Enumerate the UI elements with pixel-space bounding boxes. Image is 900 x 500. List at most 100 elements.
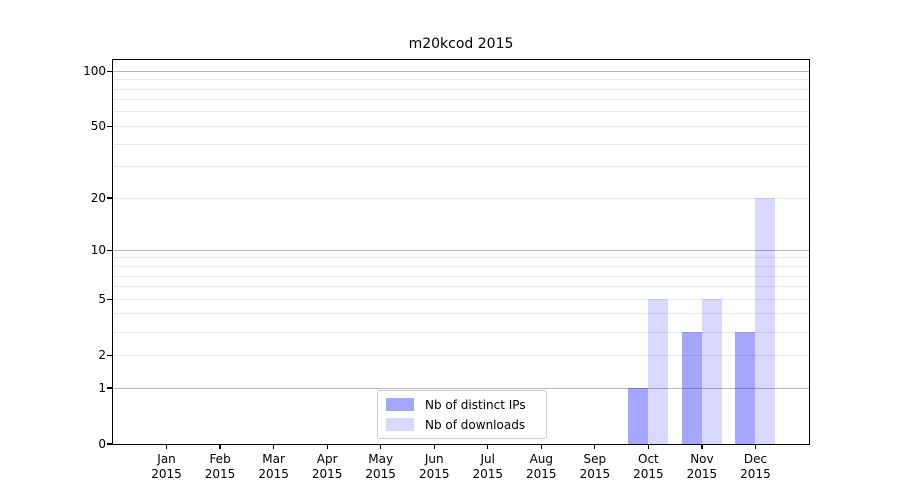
x-tick-label: Sep 2015 bbox=[555, 452, 635, 482]
y-tick-mark bbox=[107, 197, 113, 199]
x-tick-month: Oct bbox=[638, 452, 659, 466]
x-tick-label: Jan 2015 bbox=[127, 452, 207, 482]
x-tick-year: 2015 bbox=[311, 467, 343, 481]
x-tick-mark bbox=[433, 444, 435, 449]
x-tick-month: Aug bbox=[529, 452, 554, 466]
grid-layer bbox=[113, 60, 809, 444]
y-tick-mark bbox=[107, 125, 113, 127]
bar-distinct-ips bbox=[628, 388, 649, 444]
x-tick-year: 2015 bbox=[740, 467, 771, 481]
minor-gridline bbox=[113, 331, 809, 333]
minor-gridline bbox=[113, 257, 809, 259]
minor-gridline bbox=[113, 111, 809, 113]
bar-downloads bbox=[755, 198, 776, 444]
legend: Nb of distinct IPs Nb of downloads bbox=[377, 390, 547, 439]
y-tick-mark bbox=[107, 249, 113, 251]
x-tick-label: Oct 2015 bbox=[608, 452, 688, 482]
legend-label-distinct-ips: Nb of distinct IPs bbox=[425, 397, 526, 412]
minor-gridline bbox=[113, 275, 809, 277]
major-gridline bbox=[113, 70, 809, 72]
x-tick-month: Nov bbox=[690, 452, 714, 466]
x-tick-year: 2015 bbox=[526, 467, 557, 481]
x-tick-year: 2015 bbox=[258, 467, 289, 481]
y-tick-mark bbox=[107, 298, 113, 300]
x-tick-year: 2015 bbox=[633, 467, 664, 481]
x-tick-label: Nov 2015 bbox=[662, 452, 742, 482]
x-tick-month: Jul bbox=[480, 452, 495, 466]
x-tick-mark bbox=[754, 444, 757, 449]
x-tick-year: 2015 bbox=[365, 467, 396, 481]
minor-gridline bbox=[113, 298, 809, 300]
x-tick-year: 2015 bbox=[204, 467, 236, 481]
x-tick-mark bbox=[326, 444, 328, 449]
x-tick-mark bbox=[701, 444, 703, 449]
x-tick-month: Jun bbox=[424, 452, 444, 466]
minor-gridline bbox=[113, 143, 809, 145]
x-tick-year: 2015 bbox=[472, 467, 504, 481]
legend-swatch-distinct-ips bbox=[386, 398, 414, 411]
x-tick-label: Jul 2015 bbox=[448, 452, 528, 482]
minor-gridline bbox=[113, 197, 809, 199]
x-tick-mark bbox=[219, 444, 221, 449]
minor-gridline bbox=[113, 125, 809, 127]
y-tick-label: 20 bbox=[90, 191, 106, 206]
major-gridline bbox=[113, 387, 809, 389]
legend-swatch-downloads bbox=[386, 418, 414, 431]
x-tick-mark bbox=[165, 444, 168, 449]
plot-area bbox=[112, 59, 810, 445]
y-tick-label: 5 bbox=[98, 292, 106, 307]
x-tick-label: Feb 2015 bbox=[180, 452, 260, 482]
minor-gridline bbox=[113, 88, 809, 90]
x-tick-month: Mar bbox=[262, 452, 285, 466]
bar-downloads bbox=[701, 299, 722, 444]
bar-distinct-ips bbox=[681, 332, 702, 444]
x-tick-label: Dec 2015 bbox=[715, 452, 795, 482]
x-tick-mark bbox=[540, 444, 542, 449]
x-tick-year: 2015 bbox=[579, 467, 611, 481]
chart-title: m20kcod 2015 bbox=[408, 36, 514, 52]
minor-gridline bbox=[113, 166, 809, 168]
x-tick-mark bbox=[380, 444, 382, 449]
x-tick-mark bbox=[273, 444, 275, 449]
legend-item-downloads: Nb of downloads bbox=[386, 416, 538, 433]
x-tick-month: Sep bbox=[583, 452, 607, 466]
x-tick-month: Dec bbox=[743, 452, 768, 466]
minor-gridline bbox=[113, 266, 809, 267]
major-gridline bbox=[113, 249, 809, 251]
legend-item-distinct-ips: Nb of distinct IPs bbox=[386, 396, 538, 413]
y-tick-mark bbox=[107, 70, 113, 72]
x-tick-year: 2015 bbox=[686, 467, 718, 481]
y-tick-label: 2 bbox=[98, 348, 106, 363]
x-tick-month: Feb bbox=[209, 452, 231, 466]
x-tick-mark bbox=[594, 444, 596, 449]
y-tick-mark bbox=[107, 354, 113, 356]
x-tick-year: 2015 bbox=[418, 467, 450, 481]
minor-gridline bbox=[113, 313, 809, 315]
y-tick-mark bbox=[107, 443, 113, 445]
y-tick-mark bbox=[107, 387, 113, 389]
minor-gridline bbox=[113, 79, 809, 81]
y-tick-label: 100 bbox=[83, 64, 106, 79]
bars-layer bbox=[113, 60, 809, 444]
x-tick-mark bbox=[487, 444, 489, 449]
x-tick-mark bbox=[647, 444, 649, 449]
y-tick-label: 0 bbox=[98, 437, 106, 451]
bar-distinct-ips bbox=[735, 332, 756, 444]
minor-gridline bbox=[113, 286, 809, 288]
x-tick-month: May bbox=[368, 452, 394, 466]
x-tick-label: May 2015 bbox=[341, 452, 421, 482]
y-tick-label: 10 bbox=[90, 243, 106, 258]
minor-gridline bbox=[113, 354, 809, 356]
x-tick-month: Apr bbox=[316, 452, 338, 466]
y-tick-label: 50 bbox=[90, 119, 106, 134]
x-tick-label: Jun 2015 bbox=[394, 452, 474, 482]
x-tick-year: 2015 bbox=[151, 467, 182, 481]
x-tick-month: Jan bbox=[157, 452, 176, 466]
bar-downloads bbox=[648, 299, 669, 444]
x-tick-label: Mar 2015 bbox=[234, 452, 314, 482]
x-tick-label: Aug 2015 bbox=[501, 452, 581, 482]
x-tick-label: Apr 2015 bbox=[287, 452, 367, 482]
minor-gridline bbox=[113, 99, 809, 101]
y-tick-label: 1 bbox=[98, 381, 106, 395]
